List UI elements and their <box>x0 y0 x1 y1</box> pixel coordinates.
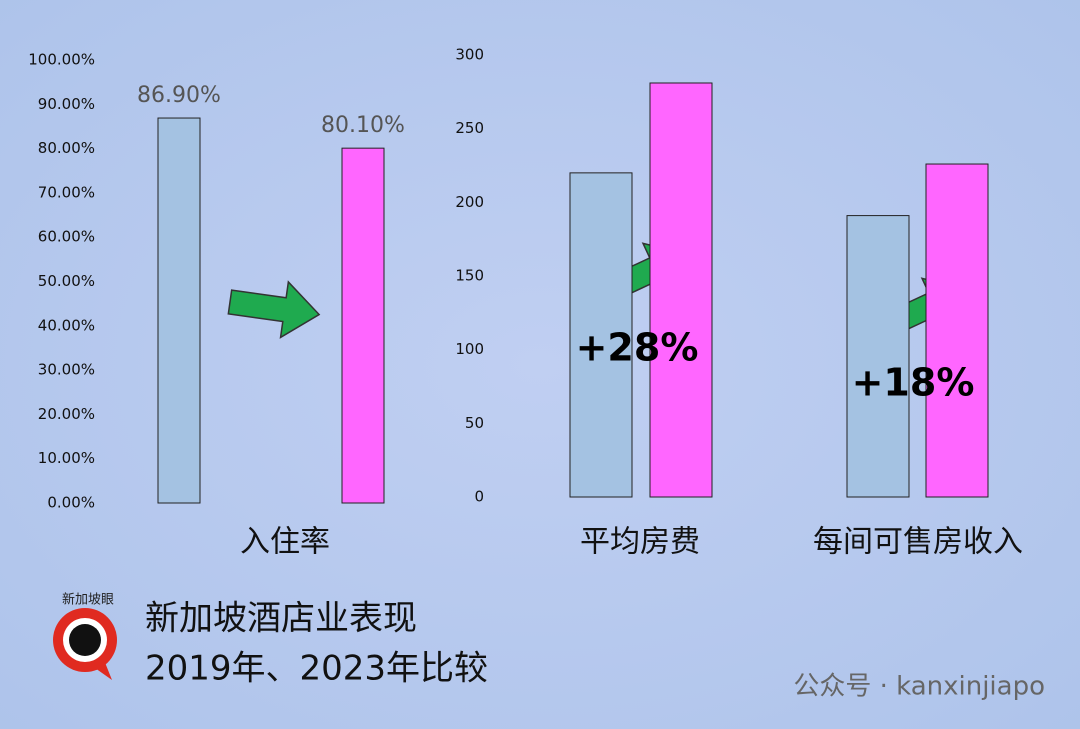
watermark: 公众号 · kanxinjiapo <box>793 672 1045 702</box>
y-tick-label: 80.00% <box>38 139 95 157</box>
y-tick-label: 90.00% <box>38 95 95 113</box>
y-tick-label: 0 <box>474 488 484 506</box>
y-tick-label: 100.00% <box>28 51 95 69</box>
y-tick-label: 300 <box>455 46 484 64</box>
bar <box>846 215 910 498</box>
x-tick-label: 平均房费 <box>580 525 700 560</box>
value-label: 80.10% <box>321 113 405 138</box>
y-tick-label: 40.00% <box>38 316 95 334</box>
y-tick-label: 30.00% <box>38 361 95 379</box>
y-tick-label: 0.00% <box>47 494 95 512</box>
y-tick-label: 50.00% <box>38 272 95 290</box>
y-tick-label: 20.00% <box>38 405 95 423</box>
x-tick-label: 每间可售房收入 <box>813 525 1023 560</box>
logo <box>53 608 117 680</box>
y-tick-label: 60.00% <box>38 228 95 246</box>
y-tick-label: 70.00% <box>38 183 95 201</box>
value-label: 86.90% <box>137 83 221 108</box>
logo-text: 新加坡眼 <box>62 592 114 608</box>
y-tick-label: 100 <box>455 340 484 358</box>
y-tick-label: 250 <box>455 119 484 137</box>
annotation: +18% <box>852 361 975 405</box>
annotation: +28% <box>576 326 699 370</box>
y-tick-label: 150 <box>455 267 484 285</box>
subtitle: 2019年、2023年比较 <box>145 649 488 689</box>
x-tick-label: 入住率 <box>240 525 330 560</box>
arrow <box>227 280 321 339</box>
y-tick-label: 50 <box>465 414 484 432</box>
y-tick-label: 200 <box>455 193 484 211</box>
bar <box>649 82 713 498</box>
bar <box>341 147 385 504</box>
bar <box>157 117 201 504</box>
bar <box>569 172 633 498</box>
title: 新加坡酒店业表现 <box>145 599 417 639</box>
y-tick-label: 10.00% <box>38 449 95 467</box>
bar <box>925 163 989 498</box>
